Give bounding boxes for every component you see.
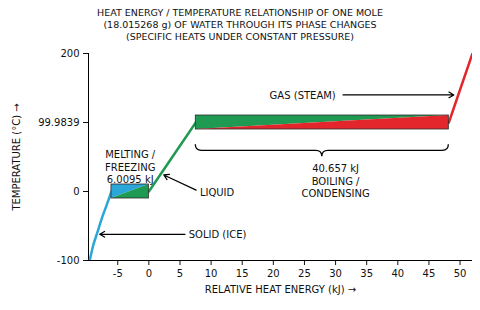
svg-text:-5: -5 (113, 268, 123, 279)
svg-text:5: 5 (177, 268, 183, 279)
html-text:(18.015268 g) OF WATER THROUGH: (18.015268 g) OF WATER THROUGH ITS PHASE… (103, 19, 377, 30)
svg-text:GAS (STEAM): GAS (STEAM) (270, 90, 336, 101)
svg-text:-100: -100 (57, 255, 80, 266)
html-text:(SPECIFIC HEATS UNDER CONSTANT: (SPECIFIC HEATS UNDER CONSTANT PRESSURE) (126, 31, 354, 42)
svg-text:0: 0 (146, 268, 152, 279)
svg-text:TEMPERATURE (°C) →: TEMPERATURE (°C) → (11, 103, 22, 211)
svg-text:35: 35 (360, 268, 373, 279)
svg-text:10: 10 (205, 268, 218, 279)
svg-text:0: 0 (73, 186, 79, 197)
svg-text:LIQUID: LIQUID (200, 187, 235, 198)
svg-text:200: 200 (60, 48, 79, 59)
svg-text:SOLID (ICE): SOLID (ICE) (189, 229, 247, 240)
svg-text:99.9839: 99.9839 (38, 117, 79, 128)
svg-text:40: 40 (391, 268, 404, 279)
svg-text:30: 30 (329, 268, 342, 279)
html-text:HEAT ENERGY / TEMPERATURE RELA: HEAT ENERGY / TEMPERATURE RELATIONSHIP O… (97, 7, 383, 18)
svg-text:15: 15 (236, 268, 249, 279)
svg-text:MELTING /FREEZING6.0095 kJ: MELTING /FREEZING6.0095 kJ (105, 149, 156, 185)
svg-text:50: 50 (454, 268, 467, 279)
svg-text:45: 45 (423, 268, 436, 279)
svg-text:20: 20 (267, 268, 280, 279)
svg-text:RELATIVE HEAT ENERGY (kJ) →: RELATIVE HEAT ENERGY (kJ) → (205, 284, 356, 295)
svg-text:25: 25 (298, 268, 311, 279)
svg-text:40.657 kJBOILING /CONDENSING: 40.657 kJBOILING /CONDENSING (301, 163, 369, 199)
